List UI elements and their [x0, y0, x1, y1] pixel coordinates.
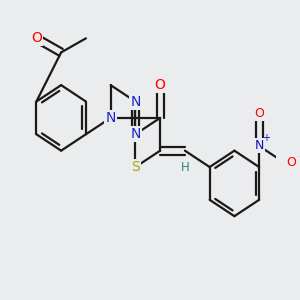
- Text: O: O: [155, 78, 166, 92]
- Text: +: +: [262, 134, 270, 143]
- Text: S: S: [131, 160, 140, 174]
- Text: O: O: [287, 156, 297, 169]
- Text: O: O: [31, 31, 42, 45]
- Text: N: N: [130, 127, 141, 141]
- Text: O: O: [254, 107, 264, 120]
- Text: N: N: [254, 140, 264, 152]
- Text: N: N: [130, 94, 141, 109]
- Text: ⁻: ⁻: [298, 154, 300, 164]
- Text: N: N: [106, 111, 116, 125]
- Text: H: H: [181, 160, 189, 173]
